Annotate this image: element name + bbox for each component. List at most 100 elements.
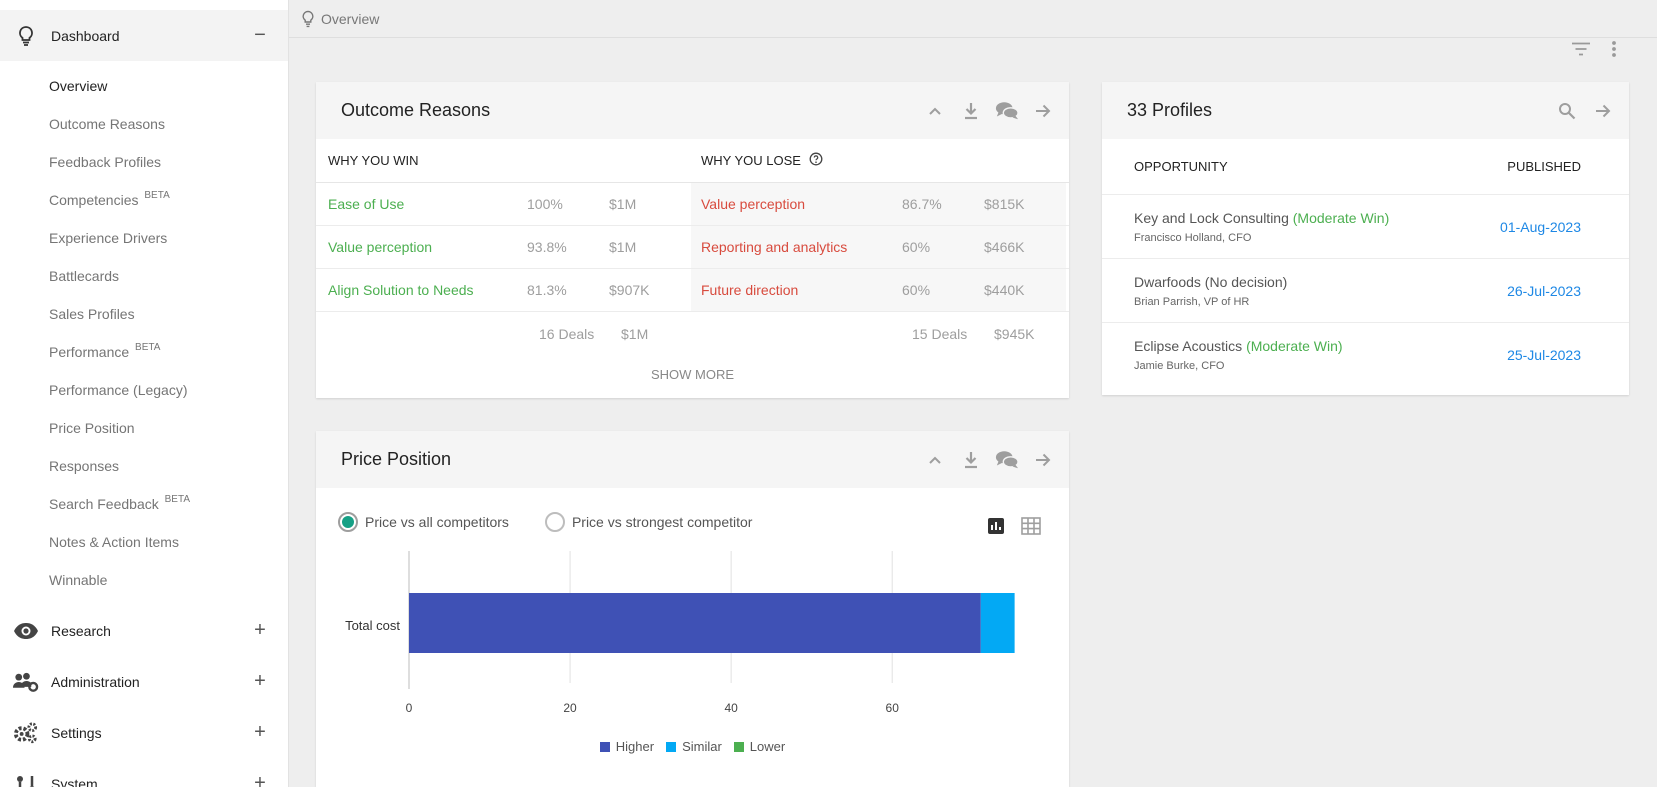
profile-name[interactable]: Dwarfoods (No decision): [1134, 273, 1288, 290]
win-reason[interactable]: Ease of Use: [328, 196, 405, 212]
arrow-right-icon[interactable]: [1031, 99, 1055, 123]
more-vert-icon[interactable]: [1611, 40, 1617, 63]
beta-badge: BETA: [164, 494, 191, 505]
sidebar-section-label: Administration: [51, 673, 140, 690]
table-row[interactable]: Key and Lock Consulting (Moderate Win) F…: [1102, 195, 1629, 259]
comments-icon[interactable]: [995, 448, 1019, 472]
arrow-right-icon[interactable]: [1031, 448, 1055, 472]
expand-icon[interactable]: +: [254, 670, 266, 692]
chart-legend: Higher Similar Lower: [316, 739, 1069, 754]
collapse-icon[interactable]: −: [254, 24, 266, 46]
sidebar-item-sales-profiles[interactable]: Sales Profiles: [49, 306, 135, 322]
show-more-button[interactable]: SHOW MORE: [650, 367, 735, 382]
radio-all-competitors[interactable]: Price vs all competitors: [338, 512, 509, 532]
radio-button-selected[interactable]: [338, 512, 358, 532]
sidebar-section-research[interactable]: Research +: [0, 605, 288, 656]
bar-segment-similar[interactable]: [980, 593, 1015, 653]
filter-icon[interactable]: [1571, 42, 1591, 61]
lose-percent: 60%: [902, 282, 931, 298]
price-position-chart: Total cost 0 20 40 60: [345, 551, 1015, 715]
legend-item-similar[interactable]: Similar: [666, 739, 722, 754]
sidebar-section-system[interactable]: System +: [0, 758, 288, 787]
chart-bars: [409, 593, 1015, 653]
bar-segment-higher[interactable]: [409, 593, 981, 653]
bar-chart-icon[interactable]: [987, 517, 1005, 540]
profile-date[interactable]: 25-Jul-2023: [1507, 347, 1581, 363]
radio-button[interactable]: [544, 512, 565, 532]
profile-outcome: (Moderate Win): [1292, 209, 1390, 226]
chevron-up-icon[interactable]: [923, 99, 947, 123]
profile-outcome: (Moderate Win): [1246, 338, 1343, 354]
table-row[interactable]: Eclipse Acoustics (Moderate Win) Jamie B…: [1102, 323, 1629, 387]
lose-amount: $466K: [984, 239, 1025, 255]
sidebar-item-experience-drivers[interactable]: Experience Drivers: [49, 230, 168, 246]
table-row: Ease of Use 100% $1M Value perception 86…: [316, 183, 1069, 226]
table-row: Align Solution to Needs 81.3% $907K Futu…: [316, 269, 1069, 312]
sidebar-item-competencies[interactable]: Competencies BETA: [49, 190, 170, 208]
win-reason[interactable]: Align Solution to Needs: [328, 282, 474, 298]
legend-item-lower[interactable]: Lower: [733, 739, 785, 754]
profiles-card: 33 Profiles OPPORTUNITY PUBLISHED Key an…: [1102, 82, 1629, 395]
profile-date[interactable]: 01-Aug-2023: [1500, 218, 1581, 235]
profile-contact: Francisco Holland, CFO: [1134, 231, 1252, 244]
sidebar-item-notes-action-items[interactable]: Notes & Action Items: [49, 534, 179, 550]
sidebar-section-administration[interactable]: Administration +: [0, 656, 288, 707]
sidebar-item-price-position[interactable]: Price Position: [49, 420, 135, 436]
cogs-icon: [12, 719, 39, 746]
expand-icon[interactable]: +: [254, 721, 266, 743]
sidebar-section-dashboard[interactable]: Dashboard −: [0, 10, 288, 61]
table-row[interactable]: Dwarfoods (No decision) Brian Parrish, V…: [1102, 259, 1629, 323]
card-header: 33 Profiles: [1102, 82, 1629, 139]
chart-view-toggle: [987, 517, 1041, 540]
legend-swatch: [599, 741, 610, 752]
win-reason[interactable]: Value perception: [328, 239, 433, 255]
table-row: Value perception 93.8% $1M Reporting and…: [316, 226, 1069, 269]
sidebar-item-outcome-reasons[interactable]: Outcome Reasons: [49, 116, 165, 132]
sidebar-item-feedback-profiles[interactable]: Feedback Profiles: [49, 154, 162, 170]
expand-icon[interactable]: +: [254, 619, 266, 641]
sidebar-section-settings[interactable]: Settings +: [0, 707, 288, 758]
sidebar-item-winnable[interactable]: Winnable: [49, 572, 108, 588]
download-icon[interactable]: [959, 99, 983, 123]
card-actions: [923, 99, 1055, 123]
download-icon[interactable]: [959, 448, 983, 472]
profile-date[interactable]: 26-Jul-2023: [1507, 282, 1581, 299]
radio-strongest-competitor[interactable]: Price vs strongest competitor: [544, 512, 752, 532]
sidebar-section-label: Settings: [51, 724, 102, 741]
legend-swatch: [666, 741, 677, 752]
expand-icon[interactable]: +: [254, 772, 266, 787]
lightbulb-icon: [12, 22, 39, 49]
radio-label: Price vs all competitors: [365, 514, 509, 530]
sidebar-item-responses[interactable]: Responses: [49, 458, 120, 474]
lightbulb-icon: [301, 10, 315, 28]
lose-amount: $815K: [984, 196, 1025, 212]
why-you-win-header: WHY YOU WIN: [328, 153, 419, 168]
x-tick-label: 40: [724, 701, 738, 715]
profile-name[interactable]: Eclipse Acoustics: [1134, 338, 1243, 354]
help-icon[interactable]: [809, 152, 823, 169]
sidebar-item-search-feedback[interactable]: Search Feedback BETA: [49, 494, 191, 512]
arrow-right-icon[interactable]: [1591, 99, 1615, 123]
profile-name[interactable]: Key and Lock Consulting: [1134, 209, 1289, 226]
sidebar: Dashboard − Overview Outcome Reasons Fee…: [0, 0, 289, 787]
lose-reason[interactable]: Value perception: [701, 196, 806, 212]
lose-percent: 60%: [902, 239, 931, 255]
sidebar-item-battlecards[interactable]: Battlecards: [49, 268, 120, 284]
sidebar-item-overview[interactable]: Overview: [49, 78, 108, 94]
system-icon: [12, 770, 39, 787]
lose-reason[interactable]: Reporting and analytics: [701, 239, 848, 255]
outcome-reasons-card: Outcome Reasons WHY YOU WIN WHY YOU LOSE…: [316, 82, 1069, 398]
breadcrumb-label[interactable]: Overview: [321, 10, 380, 27]
price-comparison-options: Price vs all competitors Price vs strong…: [338, 512, 788, 532]
legend-item-higher[interactable]: Higher: [599, 739, 654, 754]
comments-icon[interactable]: [995, 99, 1019, 123]
column-header-published[interactable]: PUBLISHED: [1507, 159, 1581, 174]
grid-icon[interactable]: [1021, 517, 1041, 540]
sidebar-item-performance-legacy[interactable]: Performance (Legacy): [49, 382, 188, 398]
sidebar-item-performance[interactable]: Performance BETA: [49, 342, 161, 360]
lose-reason[interactable]: Future direction: [701, 282, 799, 298]
search-icon[interactable]: [1555, 99, 1579, 123]
column-header-opportunity[interactable]: OPPORTUNITY: [1134, 159, 1228, 174]
chevron-up-icon[interactable]: [923, 448, 947, 472]
lose-deals-count: 15 Deals: [912, 325, 968, 342]
